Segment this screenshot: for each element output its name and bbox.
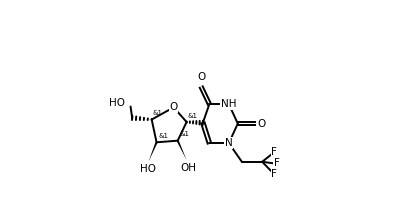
- Text: &1: &1: [153, 110, 163, 116]
- Text: N: N: [225, 138, 233, 148]
- Text: HO: HO: [140, 164, 156, 174]
- Text: O: O: [197, 72, 205, 82]
- Text: F: F: [271, 169, 277, 179]
- Text: F: F: [274, 158, 280, 168]
- Text: NH: NH: [221, 99, 237, 109]
- Text: F: F: [271, 147, 277, 157]
- Text: HO: HO: [109, 98, 125, 108]
- Text: O: O: [257, 119, 265, 129]
- Polygon shape: [148, 142, 158, 162]
- Text: &1: &1: [179, 131, 189, 137]
- Polygon shape: [177, 140, 187, 160]
- Text: OH: OH: [180, 163, 196, 173]
- Text: &1: &1: [188, 113, 198, 119]
- Text: O: O: [170, 102, 178, 112]
- Text: &1: &1: [158, 133, 168, 139]
